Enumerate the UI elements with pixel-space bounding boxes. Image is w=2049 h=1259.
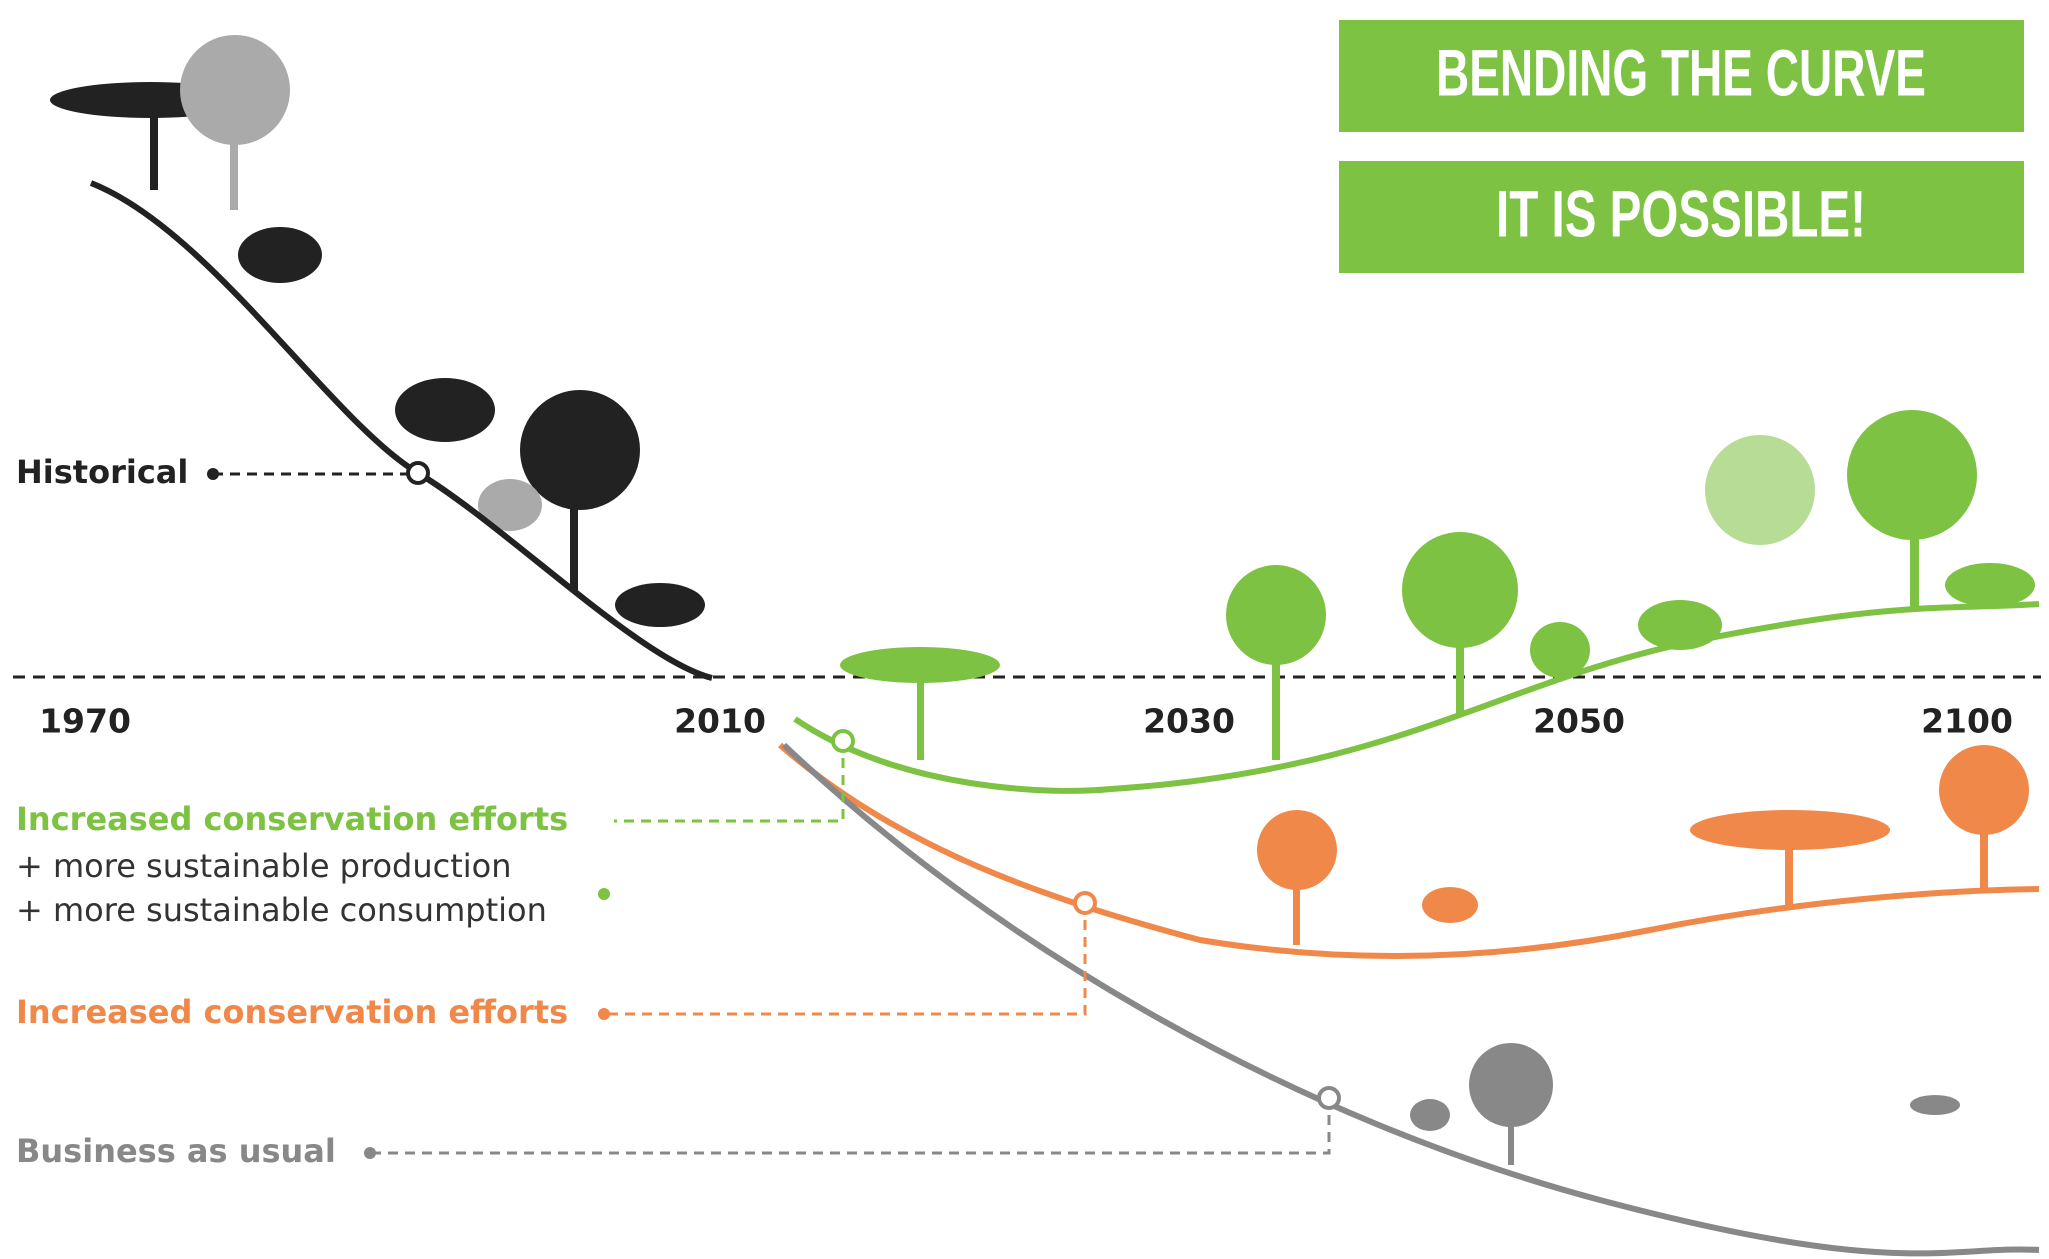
year-label: 2100: [1921, 702, 2013, 741]
historical-silhouettes-grey: [180, 35, 542, 531]
historical-silhouettes: [50, 82, 705, 627]
infographic: BENDING THE CURVE IT IS POSSIBLE! 1970 2…: [0, 0, 2049, 1259]
business-silhouettes: [1410, 1043, 1960, 1165]
restoration-silhouettes: [840, 410, 2035, 760]
title: BENDING THE CURVE: [1436, 35, 1926, 109]
year-label: 2050: [1533, 702, 1625, 741]
restoration-curve: [795, 604, 2039, 791]
year-label: 1970: [39, 702, 131, 741]
year-label: 2030: [1143, 702, 1235, 741]
conservation-curve: [780, 745, 2039, 956]
dot: [598, 888, 610, 900]
year-label: 2010: [674, 702, 766, 741]
restoration-label: Increased conservation efforts: [16, 800, 568, 838]
marker: [1319, 1088, 1339, 1108]
business-label: Business as usual: [16, 1132, 336, 1170]
dot: [207, 468, 219, 480]
marker: [408, 463, 428, 483]
marker: [833, 731, 853, 751]
conservation-label: Increased conservation efforts: [16, 993, 568, 1031]
restoration-line: + more sustainable production: [16, 847, 512, 885]
restoration-line: + more sustainable consumption: [16, 891, 547, 929]
dot: [364, 1147, 376, 1159]
dot: [598, 1008, 610, 1020]
conservation-silhouettes: [1257, 745, 2029, 945]
historical-label: Historical: [16, 453, 188, 491]
marker: [1075, 893, 1095, 913]
subtitle: IT IS POSSIBLE!: [1496, 176, 1866, 250]
